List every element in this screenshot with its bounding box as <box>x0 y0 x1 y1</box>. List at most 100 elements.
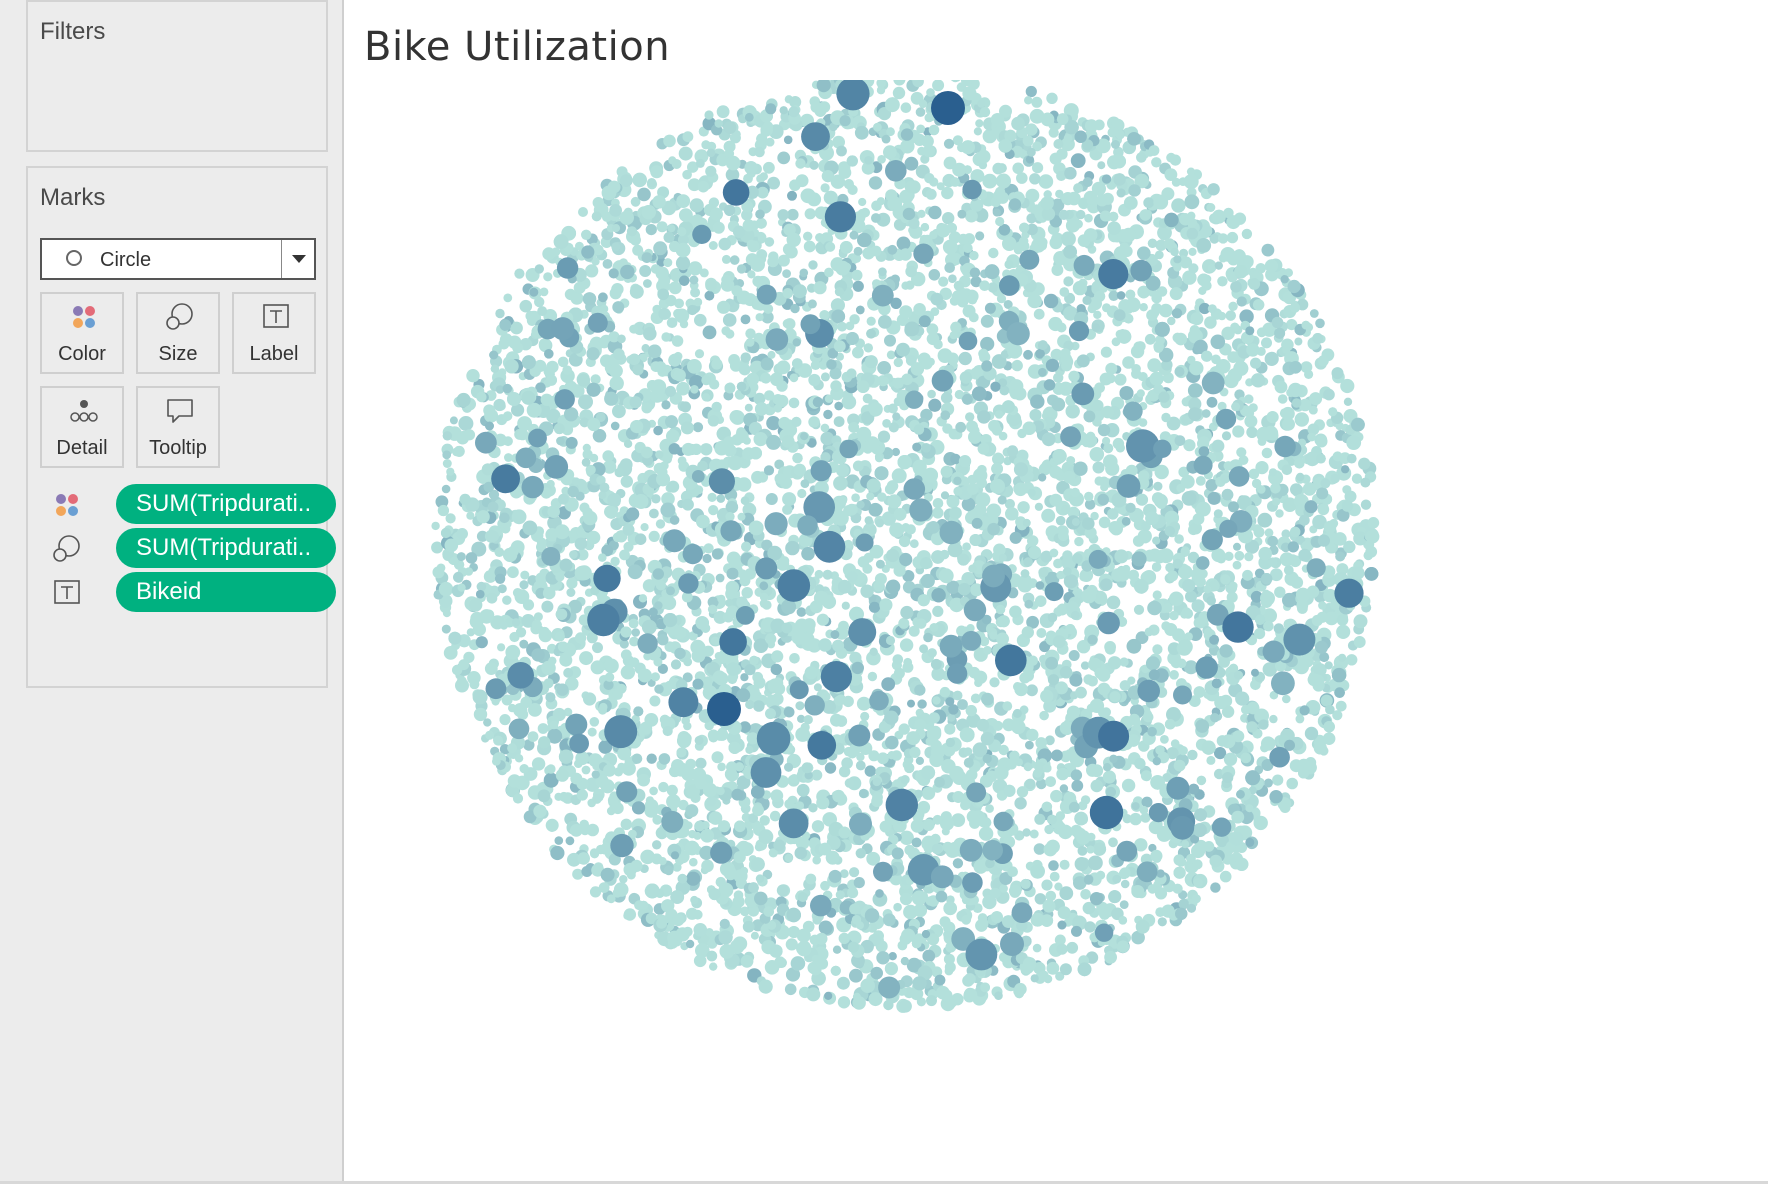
bubble[interactable] <box>1262 662 1277 677</box>
bubble[interactable] <box>1282 694 1291 704</box>
bubble[interactable] <box>1058 209 1069 220</box>
bubble[interactable] <box>1216 735 1229 747</box>
bubble[interactable] <box>963 747 973 756</box>
bubble[interactable] <box>1090 511 1099 521</box>
bubble[interactable] <box>926 88 935 97</box>
filters-shelf[interactable]: Filters <box>26 0 328 152</box>
bubble[interactable] <box>1244 539 1260 554</box>
bubble[interactable] <box>1251 668 1259 677</box>
bubble[interactable] <box>753 392 766 405</box>
bubble[interactable] <box>782 492 797 507</box>
bubble[interactable] <box>1289 555 1302 568</box>
bubble[interactable] <box>893 357 903 368</box>
bubble[interactable] <box>1050 789 1063 803</box>
bubble[interactable] <box>438 581 454 597</box>
bubble[interactable] <box>1335 551 1346 562</box>
bubble[interactable] <box>652 840 662 850</box>
bubble[interactable] <box>1153 481 1163 491</box>
bubble[interactable] <box>759 172 768 181</box>
bubble[interactable] <box>707 492 717 502</box>
bubble[interactable] <box>1269 714 1278 724</box>
bubble[interactable] <box>1069 673 1083 687</box>
bubble[interactable] <box>1312 514 1327 530</box>
bubble[interactable] <box>1207 264 1216 273</box>
bubble[interactable] <box>882 913 896 927</box>
bubble[interactable] <box>844 778 855 788</box>
bubble[interactable] <box>669 515 680 525</box>
bubble[interactable] <box>878 267 887 277</box>
bubble[interactable] <box>804 666 818 680</box>
bubble[interactable] <box>700 828 715 843</box>
bubble[interactable] <box>898 535 911 548</box>
bubble[interactable] <box>727 455 743 471</box>
bubble[interactable] <box>796 607 807 617</box>
bubble[interactable] <box>1171 198 1186 213</box>
bubble[interactable] <box>657 663 668 675</box>
bubble[interactable] <box>1253 815 1268 831</box>
bubble[interactable] <box>943 953 955 965</box>
bubble[interactable] <box>692 422 704 433</box>
bubble[interactable] <box>763 465 775 476</box>
bubble[interactable] <box>689 275 699 285</box>
bubble[interactable] <box>782 269 791 278</box>
bubble[interactable] <box>660 449 673 463</box>
bubble[interactable] <box>1263 620 1274 632</box>
bubble[interactable] <box>836 145 847 157</box>
bubble[interactable] <box>813 683 822 692</box>
bubble[interactable] <box>1273 623 1284 634</box>
bubble[interactable] <box>1143 197 1155 209</box>
bubble[interactable] <box>632 172 647 188</box>
bubble[interactable] <box>823 409 833 420</box>
bubble[interactable] <box>642 579 656 593</box>
bubble[interactable] <box>1294 458 1305 469</box>
bubble[interactable] <box>995 604 1006 615</box>
bubble[interactable] <box>643 279 652 288</box>
bubble[interactable] <box>1234 550 1245 561</box>
bubble[interactable] <box>652 814 663 825</box>
bubble[interactable] <box>1045 890 1057 902</box>
bubble[interactable] <box>1101 174 1112 184</box>
label-field-pill[interactable]: Bikeid <box>116 572 336 612</box>
bubble[interactable] <box>785 938 798 951</box>
bubble[interactable] <box>1331 367 1344 380</box>
bubble[interactable] <box>631 628 640 637</box>
bubble[interactable] <box>1014 797 1027 810</box>
bubble[interactable] <box>1294 412 1309 427</box>
bubble[interactable] <box>884 962 899 976</box>
bubble[interactable] <box>682 672 693 683</box>
bubble[interactable] <box>1195 476 1206 486</box>
bubble[interactable] <box>985 804 994 813</box>
bubble[interactable] <box>441 484 451 494</box>
bubble[interactable] <box>1261 447 1273 459</box>
bubble[interactable] <box>531 648 545 662</box>
bubble[interactable] <box>1051 264 1064 276</box>
bubble[interactable] <box>1026 684 1038 697</box>
bubble[interactable] <box>576 548 589 561</box>
bubble[interactable] <box>612 404 626 419</box>
bubble[interactable] <box>767 176 780 190</box>
bubble[interactable] <box>1046 961 1060 975</box>
bubble[interactable] <box>522 520 538 536</box>
bubble[interactable] <box>1140 812 1151 823</box>
bubble[interactable] <box>833 416 845 427</box>
bubble[interactable] <box>1239 309 1254 324</box>
bubble[interactable] <box>835 890 845 900</box>
bubble[interactable] <box>1084 491 1094 502</box>
bubble[interactable] <box>1144 333 1156 345</box>
bubble[interactable] <box>964 973 976 985</box>
bubble[interactable] <box>586 823 599 837</box>
bubble[interactable] <box>1283 565 1294 575</box>
bubble[interactable] <box>1169 154 1181 166</box>
bubble[interactable] <box>771 650 784 663</box>
bubble[interactable] <box>754 146 765 158</box>
bubble[interactable] <box>740 352 751 363</box>
bubble[interactable] <box>501 694 513 706</box>
bubble[interactable] <box>881 677 896 691</box>
bubble[interactable] <box>602 450 614 462</box>
bubble[interactable] <box>868 750 880 762</box>
bubble[interactable] <box>852 460 864 472</box>
bubble[interactable] <box>655 519 666 529</box>
bubble[interactable] <box>645 224 657 236</box>
bubble[interactable] <box>1263 778 1273 788</box>
bubble[interactable] <box>694 313 707 327</box>
